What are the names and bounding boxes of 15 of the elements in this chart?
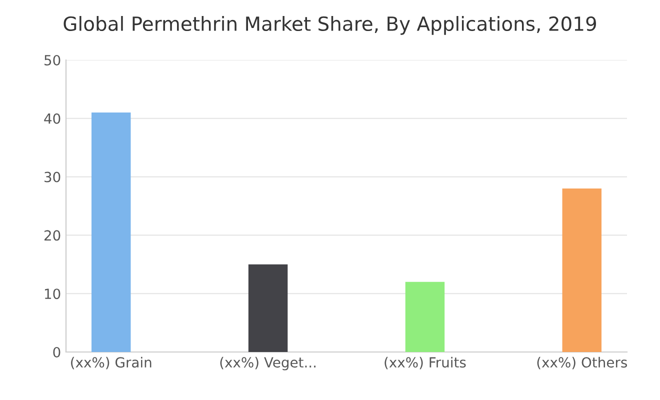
x-tick-label: (xx%) Fruits — [384, 356, 466, 370]
x-tick-label: (xx%) Others — [537, 356, 627, 370]
y-tick-label: 40 — [44, 113, 60, 124]
x-tick-label: (xx%) Veget... — [220, 356, 316, 370]
bar — [92, 112, 131, 352]
bar — [562, 188, 602, 352]
chart-title: Global Permethrin Market Share, By Applications, 2019 — [64, 16, 596, 35]
bar — [405, 282, 445, 352]
y-tick-label: 10 — [44, 288, 60, 300]
bar — [248, 264, 288, 352]
y-tick-label: 20 — [44, 230, 60, 241]
y-tick-label: 30 — [44, 172, 60, 182]
x-tick-label: (xx%) Grain — [71, 356, 152, 370]
y-tick-label: 0 — [53, 346, 60, 358]
y-tick-label: 50 — [44, 54, 60, 66]
